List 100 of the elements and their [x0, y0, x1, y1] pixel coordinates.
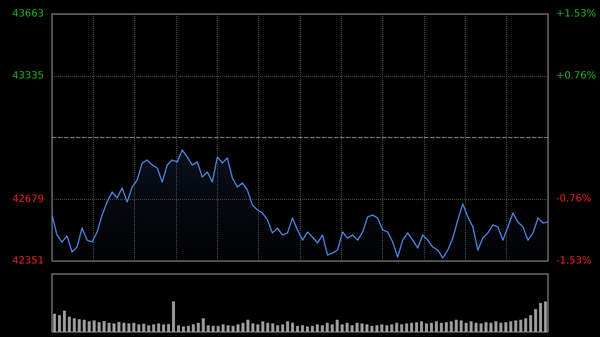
bar [291, 322, 294, 332]
bar [182, 326, 185, 332]
y-tick-label: 42351 [12, 256, 44, 266]
bar [92, 320, 96, 332]
bar [350, 325, 354, 332]
bar [246, 320, 250, 332]
bar [196, 322, 200, 332]
bar [58, 315, 61, 332]
bar [509, 321, 512, 332]
bar [499, 322, 502, 332]
bar [360, 323, 364, 332]
bar [420, 321, 424, 332]
bar [212, 326, 215, 332]
bar [286, 321, 290, 332]
bar [405, 323, 408, 332]
bar [544, 301, 548, 332]
bar [147, 325, 150, 332]
bar [415, 322, 418, 332]
bar [430, 322, 433, 332]
bar [157, 323, 160, 332]
bar [127, 323, 130, 332]
bar [316, 324, 319, 332]
bar [256, 324, 260, 332]
bar [395, 322, 398, 332]
bar [336, 320, 339, 332]
bar [356, 322, 359, 332]
bar [241, 322, 244, 332]
bar [326, 322, 329, 332]
bar [440, 322, 443, 332]
bar [464, 322, 468, 332]
bar [88, 321, 91, 332]
y-tick-label: 42679 [12, 194, 44, 205]
bar [410, 322, 414, 332]
bar [300, 325, 304, 332]
bar [202, 318, 205, 332]
bar [162, 324, 166, 332]
bar [444, 322, 448, 332]
bar [310, 326, 314, 332]
bar [370, 326, 374, 332]
bar [400, 324, 404, 332]
bar [122, 322, 126, 332]
bar [172, 301, 176, 332]
y-tick-label: 43335 [12, 70, 44, 82]
bar [112, 323, 116, 332]
bar [132, 322, 136, 332]
bar [271, 323, 274, 332]
bar [117, 322, 120, 332]
bar [529, 315, 532, 332]
bar [108, 322, 111, 332]
bar [450, 321, 453, 332]
bar [98, 322, 101, 332]
bar [276, 325, 280, 332]
bar [470, 321, 473, 332]
bar [232, 326, 235, 332]
bar [340, 324, 344, 332]
bar [385, 325, 388, 332]
bar [424, 323, 428, 332]
bar [102, 321, 106, 332]
bar [494, 321, 498, 332]
bar [474, 322, 478, 332]
bar [236, 324, 240, 332]
bar [222, 324, 225, 332]
bar [78, 319, 81, 332]
bar [320, 325, 324, 332]
bar [52, 314, 56, 332]
bar [216, 326, 220, 332]
y2-tick-label: +0.76% [556, 70, 596, 82]
bar [137, 324, 140, 332]
bar [152, 324, 156, 332]
bar [251, 323, 254, 332]
bar [62, 310, 66, 332]
bar [460, 320, 463, 332]
bar [519, 320, 522, 332]
bar [484, 322, 488, 332]
bar [296, 326, 300, 332]
y2-tick-label: -1.53% [556, 256, 592, 266]
bar [346, 322, 349, 332]
bar [489, 322, 492, 332]
bar [375, 325, 378, 332]
bar [434, 321, 438, 332]
bar [480, 323, 483, 332]
y-tick-label: 43663 [12, 8, 44, 20]
bar [226, 325, 230, 332]
bar [167, 324, 170, 332]
bar [365, 324, 368, 332]
bar [306, 326, 309, 332]
bar [192, 324, 195, 332]
bar [539, 303, 542, 332]
y2-tick-label: -0.76% [556, 193, 592, 204]
bar [281, 324, 284, 332]
bar [380, 324, 384, 332]
bar [186, 326, 190, 332]
bar [68, 316, 71, 332]
bar [534, 309, 538, 332]
bar [72, 318, 76, 332]
bar [176, 325, 180, 332]
y2-tick-label: +1.53% [556, 8, 596, 20]
bar [261, 321, 264, 332]
bar [524, 318, 528, 332]
bar [504, 322, 508, 332]
